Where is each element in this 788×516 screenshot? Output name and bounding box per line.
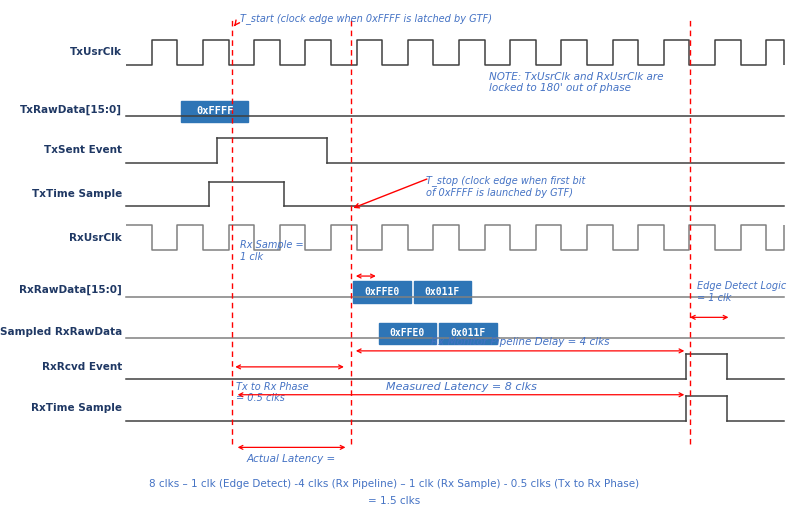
Text: 0xFFE0: 0xFFE0 xyxy=(364,287,400,297)
Text: TxSent Event: TxSent Event xyxy=(44,145,122,155)
Text: = 1.5 clks: = 1.5 clks xyxy=(368,495,420,506)
Text: RxRawData[15:0]: RxRawData[15:0] xyxy=(20,285,122,295)
Bar xyxy=(440,322,496,344)
Text: RxUsrClk: RxUsrClk xyxy=(69,233,122,243)
Text: 8 clks – 1 clk (Edge Detect) -4 clks (Rx Pipeline) – 1 clk (Rx Sample) - 0.5 clk: 8 clks – 1 clk (Edge Detect) -4 clks (Rx… xyxy=(149,479,639,489)
Text: 0x011F: 0x011F xyxy=(451,328,485,338)
Text: 0x011F: 0x011F xyxy=(425,287,460,297)
Bar xyxy=(414,281,471,303)
Text: Edge Detect Logic
= 1 clk: Edge Detect Logic = 1 clk xyxy=(697,281,786,303)
Text: NOTE: TxUsrClk and RxUsrClk are
locked to 180' out of phase: NOTE: TxUsrClk and RxUsrClk are locked t… xyxy=(489,72,663,93)
Bar xyxy=(181,101,248,122)
Bar xyxy=(353,281,411,303)
Text: Rx Sample =
1 clk: Rx Sample = 1 clk xyxy=(240,240,304,262)
Text: 0xFFE0: 0xFFE0 xyxy=(390,328,425,338)
Text: TxUsrClk: TxUsrClk xyxy=(70,47,122,57)
Text: T_start (clock edge when 0xFFFF is latched by GTF): T_start (clock edge when 0xFFFF is latch… xyxy=(240,13,492,24)
Bar xyxy=(378,322,436,344)
Text: Actual Latency =: Actual Latency = xyxy=(247,454,336,464)
Text: RxRcvd Event: RxRcvd Event xyxy=(42,362,122,372)
Text: T_stop (clock edge when first bit
of 0xFFFF is launched by GTF): T_stop (clock edge when first bit of 0xF… xyxy=(426,175,585,198)
Text: Measured Latency = 8 clks: Measured Latency = 8 clks xyxy=(385,382,537,392)
Text: Sampled RxRawData: Sampled RxRawData xyxy=(0,327,122,336)
Text: TxRawData[15:0]: TxRawData[15:0] xyxy=(20,105,122,115)
Text: Rx Monitor Pipeline Delay = 4 clks: Rx Monitor Pipeline Delay = 4 clks xyxy=(431,337,609,347)
Text: Tx to Rx Phase
= 0.5 clks: Tx to Rx Phase = 0.5 clks xyxy=(236,382,309,404)
Text: TxTime Sample: TxTime Sample xyxy=(32,189,122,199)
Text: RxTime Sample: RxTime Sample xyxy=(32,403,122,413)
Text: 0xFFFF: 0xFFFF xyxy=(196,106,233,117)
